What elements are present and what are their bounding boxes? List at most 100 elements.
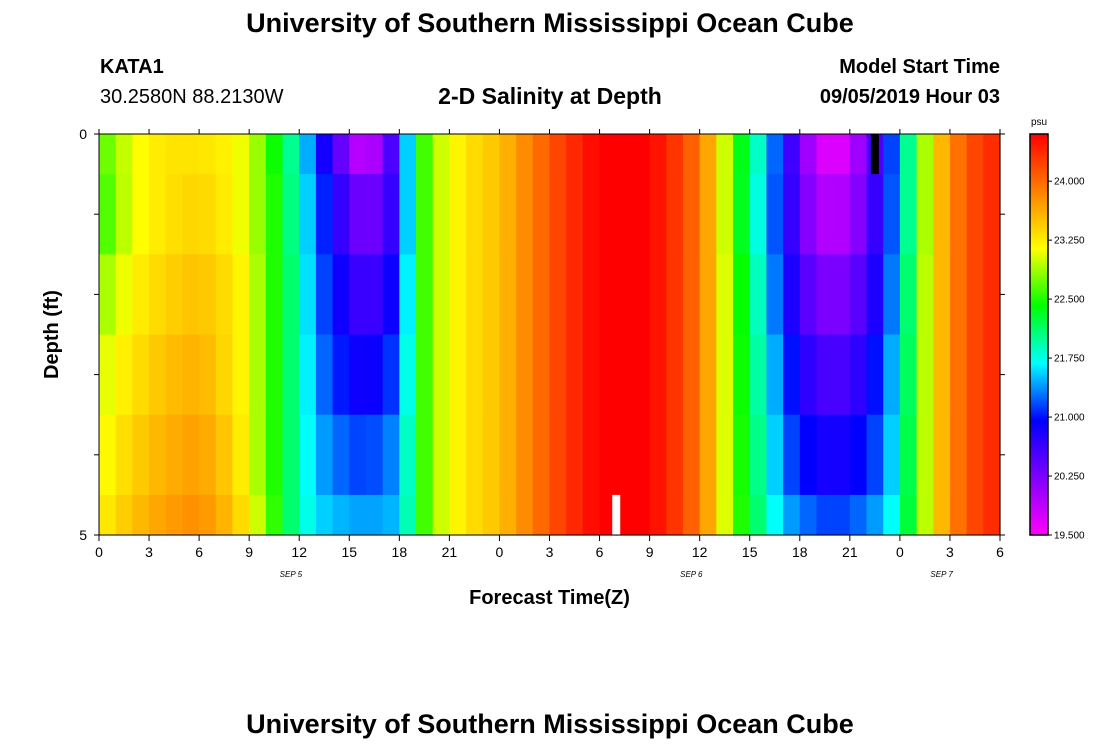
- heatmap-cell: [432, 254, 450, 336]
- heatmap-cell: [849, 494, 868, 536]
- heatmap-cell: [382, 414, 400, 496]
- heatmap-cell: [983, 174, 1001, 255]
- heatmap-cell: [816, 494, 834, 536]
- heatmap-cell: [315, 174, 334, 255]
- heatmap-cell: [549, 494, 567, 536]
- heatmap-cell: [899, 254, 918, 336]
- heatmap-cell: [899, 414, 918, 496]
- heatmap-cell: [649, 494, 667, 536]
- heatmap-cell: [833, 494, 851, 536]
- heatmap-cell: [899, 334, 918, 416]
- heatmap-cell: [616, 334, 634, 416]
- heatmap-cell: [849, 254, 868, 336]
- heatmap-cell: [282, 254, 300, 336]
- heatmap-cell: [249, 494, 267, 536]
- heatmap-cell: [566, 174, 584, 255]
- heatmap-cell: [783, 494, 801, 536]
- heatmap-cell: [232, 414, 250, 496]
- heatmap-cell: [115, 134, 133, 175]
- heatmap-cell: [99, 414, 117, 496]
- heatmap-cell: [849, 414, 868, 496]
- heatmap-cell: [299, 494, 317, 536]
- heatmap-cell: [866, 334, 884, 416]
- heatmap-cell: [582, 414, 601, 496]
- heatmap-cell: [966, 134, 984, 175]
- heatmap-cell: [849, 334, 868, 416]
- x-tick-label: 21: [442, 544, 458, 560]
- colorbar: psu 19.500 20.250 21.000 21.750 22.500 23.250…: [1029, 117, 1085, 542]
- heatmap-cell: [332, 254, 350, 336]
- heatmap-cell: [766, 494, 784, 536]
- heatmap-cell: [382, 494, 400, 536]
- heatmap-cell: [599, 414, 617, 496]
- heatmap-cell: [666, 174, 684, 255]
- heatmap-cell: [899, 174, 918, 255]
- heatmap-cell: [382, 174, 400, 255]
- heatmap-cell: [249, 174, 267, 255]
- heatmap-cell: [816, 134, 834, 175]
- heatmap-cell: [482, 334, 501, 416]
- heatmap-cell: [599, 174, 617, 255]
- x-tick-label: 21: [842, 544, 858, 560]
- heatmap-cell: [365, 174, 384, 255]
- heatmap-cell: [916, 174, 934, 255]
- heatmap-cell: [799, 174, 818, 255]
- colorbar-ticks: 19.500 20.250 21.000 21.750 22.500 23.250 24.0…: [1048, 177, 1085, 542]
- heatmap-cell: [416, 334, 434, 416]
- heatmap-cell: [549, 254, 567, 336]
- chart-markers: [612, 134, 879, 535]
- y-axis-ticks: 05: [79, 126, 1005, 543]
- heatmap-cell: [299, 334, 317, 416]
- heatmap-cell: [482, 494, 501, 536]
- heatmap-cell: [616, 414, 634, 496]
- heatmap-cell: [549, 334, 567, 416]
- heatmap-cell: [582, 334, 601, 416]
- heatmap-cell: [232, 254, 250, 336]
- heatmap-cell: [799, 254, 818, 336]
- heatmap-cell: [115, 254, 133, 336]
- heatmap-cell: [733, 254, 751, 336]
- heatmap-cell: [149, 414, 167, 496]
- heatmap-cell: [866, 174, 884, 255]
- heatmap-cell: [966, 334, 984, 416]
- heatmap-cell: [249, 414, 267, 496]
- x-date-label: SEP 5: [280, 570, 303, 579]
- heatmap-cell: [682, 134, 701, 175]
- heatmap-cell: [566, 414, 584, 496]
- heatmap-cell: [215, 174, 234, 255]
- heatmap-cell: [616, 174, 634, 255]
- x-tick-label: 6: [596, 544, 604, 560]
- heatmap-cell: [916, 414, 934, 496]
- heatmap-cell: [682, 254, 701, 336]
- heatmap-cell: [299, 174, 317, 255]
- heatmap-cell: [849, 134, 868, 175]
- heatmap-cell: [132, 134, 150, 175]
- heatmap-cell: [282, 334, 300, 416]
- heatmap-cell: [466, 134, 484, 175]
- heatmap-cell: [499, 494, 517, 536]
- x-tick-label: 18: [392, 544, 408, 560]
- heatmap-cell: [632, 494, 651, 536]
- heatmap-cell: [582, 134, 601, 175]
- heatmap-cell: [883, 414, 901, 496]
- heatmap-cell: [416, 254, 434, 336]
- heatmap-cell: [265, 174, 284, 255]
- model-start-label: Model Start Time: [839, 56, 1000, 78]
- heatmap-cell: [99, 174, 117, 255]
- heatmap-cell: [499, 134, 517, 175]
- heatmap-cell: [833, 414, 851, 496]
- heatmap-cell: [699, 334, 717, 416]
- heatmap-cell: [449, 334, 467, 416]
- x-axis-title: Forecast Time(Z): [469, 587, 630, 609]
- heatmap-cell: [682, 494, 701, 536]
- heatmap-cell: [783, 254, 801, 336]
- heatmap-cell: [416, 174, 434, 255]
- heatmap-cell: [199, 494, 217, 536]
- heatmap-cell: [482, 134, 501, 175]
- heatmap-cell: [549, 174, 567, 255]
- heatmap-cell: [749, 494, 768, 536]
- colorbar-tick-label: 21.000: [1054, 413, 1085, 424]
- heatmap-cell: [666, 254, 684, 336]
- heatmap-cell: [983, 414, 1001, 496]
